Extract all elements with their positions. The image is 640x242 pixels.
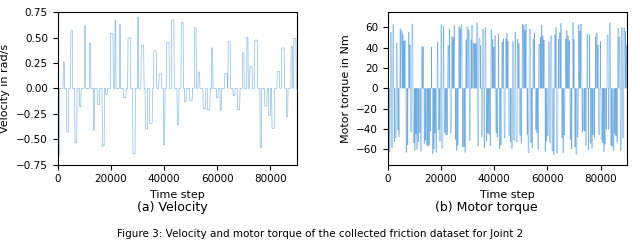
Text: (a) Velocity: (a) Velocity bbox=[138, 201, 208, 213]
X-axis label: Time step: Time step bbox=[480, 190, 535, 200]
Y-axis label: Motor torque in Nm: Motor torque in Nm bbox=[340, 34, 351, 143]
Y-axis label: Velocity in rad/s: Velocity in rad/s bbox=[1, 44, 10, 133]
Text: Figure 3: Velocity and motor torque of the collected friction dataset for Joint : Figure 3: Velocity and motor torque of t… bbox=[117, 229, 523, 239]
Text: (b) Motor torque: (b) Motor torque bbox=[435, 201, 538, 213]
X-axis label: Time step: Time step bbox=[150, 190, 205, 200]
